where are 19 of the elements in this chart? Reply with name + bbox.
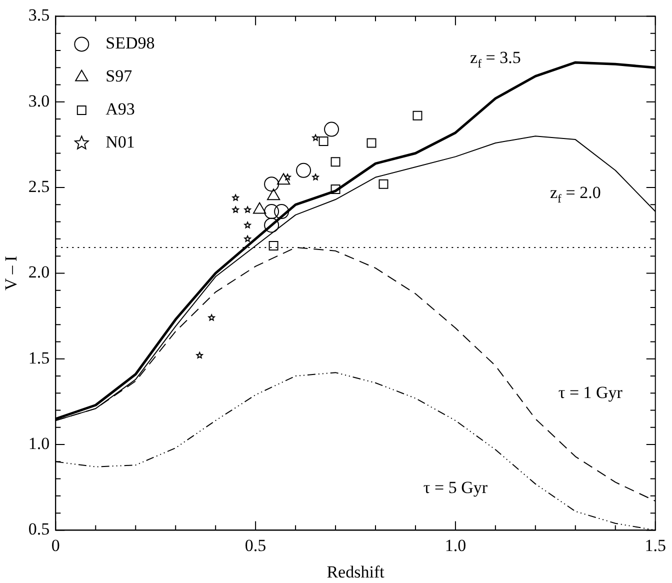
legend-label: A93 [106,100,135,119]
y-tick-label: 0.5 [28,520,50,539]
x-tick-label: 1.0 [444,536,466,555]
y-tick-label: 3.5 [28,6,50,25]
legend-label: SED98 [106,34,155,53]
legend-label: S97 [106,66,133,86]
legend-label: N01 [106,132,135,152]
y-tick-label: 3.0 [28,91,50,110]
x-tick-label: 1.5 [644,536,666,555]
y-tick-label: 2.0 [28,262,50,282]
series-label: τ = 5 Gyr [423,478,488,498]
y-tick-label: 1.5 [28,348,50,368]
y-axis-title: V – I [2,256,21,291]
y-tick-label: 2.5 [28,177,50,196]
x-axis-title: Redshift [326,562,385,582]
y-tick-label: 1.0 [28,434,50,453]
series-label: τ = 1 Gyr [558,382,623,402]
x-tick-label: 0.5 [244,536,266,555]
x-tick-label: 0 [51,536,60,555]
